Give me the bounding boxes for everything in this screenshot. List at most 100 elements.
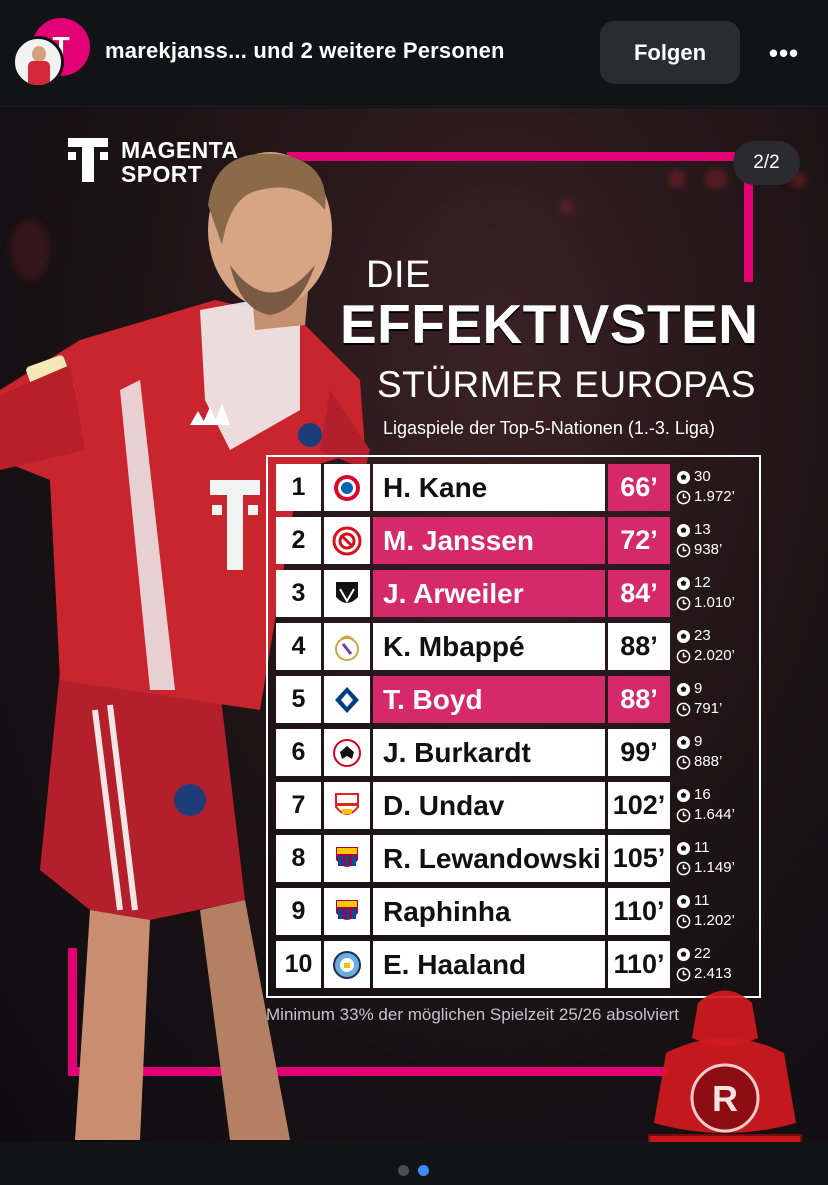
minutes-value: 1.202’ (694, 912, 735, 929)
goals-value: 12 (694, 574, 711, 591)
minutes-value: 1.010’ (694, 594, 735, 611)
eintracht-frankfurt-crest-icon (333, 738, 361, 767)
player-stats: 9 791’ (676, 676, 758, 723)
frame-line-bottom (68, 1067, 668, 1076)
player-stats: 9 888’ (676, 729, 758, 776)
goals-value: 9 (694, 733, 703, 750)
carousel-dot-2[interactable] (418, 1165, 429, 1176)
club-crest (324, 888, 370, 935)
rank-number: 8 (276, 835, 321, 882)
minutes-per-goal: 105’ (608, 835, 670, 882)
minutes-per-goal: 110’ (608, 888, 670, 935)
real-madrid-crest-icon (335, 635, 359, 661)
magenta-sport-logo: MAGENTA SPORT (121, 137, 239, 187)
manchester-city-crest-icon (333, 950, 361, 979)
table-row: 10 E. Haaland 110’ 22 2.413 (276, 941, 756, 988)
player-photo (0, 152, 370, 1140)
goals-value: 9 (694, 680, 703, 697)
more-options-icon[interactable]: ••• (768, 38, 800, 68)
minutes-per-goal: 84’ (608, 570, 670, 617)
telekom-t-logo-icon (68, 138, 108, 182)
minutes-value: 791’ (694, 700, 723, 717)
table-row: 2 M. Janssen 72’ 13 938’ (276, 517, 756, 564)
goals-value: 11 (694, 892, 710, 909)
rank-number: 7 (276, 782, 321, 829)
rank-number: 1 (276, 464, 321, 511)
table-row: 4 K. Mbappé 88’ 23 2.020’ (276, 623, 756, 670)
player-stats: 23 2.020’ (676, 623, 758, 670)
player-stats: 13 938’ (676, 517, 758, 564)
headline-sub: STÜRMER EUROPAS (377, 364, 756, 405)
player-stats: 22 2.413 (676, 941, 758, 988)
frame-line-top (287, 152, 735, 161)
ranking-table: 1 H. Kane 66’ 30 1.972’ 2 M. Janssen 72’ 13 938’ 3… (266, 455, 761, 998)
scv-verl-crest-icon (336, 581, 358, 603)
club-crest (324, 941, 370, 988)
football-icon (676, 576, 691, 590)
player-name: M. Janssen (373, 517, 605, 564)
minutes-value: 938’ (694, 541, 723, 558)
bokeh-light (10, 220, 50, 280)
minutes-per-goal: 102’ (608, 782, 670, 829)
minutes-value: 888’ (694, 753, 723, 770)
football-icon (676, 947, 691, 961)
club-crest (324, 517, 370, 564)
football-icon (676, 629, 691, 643)
minutes-per-goal: 72’ (608, 517, 670, 564)
player-stats: 12 1.010’ (676, 570, 758, 617)
minutes-per-goal: 110’ (608, 941, 670, 988)
bokeh-light (560, 200, 574, 214)
football-icon (676, 788, 691, 802)
headline-die: DIE (366, 254, 431, 296)
clock-icon (676, 543, 691, 557)
table-row: 8 R. Lewandowski 105’ 11 1.149’ (276, 835, 756, 882)
fc-bayern-crest-icon (334, 474, 360, 501)
minutes-value: 1.149’ (694, 859, 735, 876)
football-icon (676, 894, 691, 908)
club-crest (324, 623, 370, 670)
clock-icon (676, 967, 691, 981)
headline-note: Ligaspiele der Top-5-Nationen (1.-3. Lig… (383, 418, 715, 438)
club-crest (324, 782, 370, 829)
rank-number: 10 (276, 941, 321, 988)
follow-button[interactable]: Folgen (600, 21, 740, 84)
football-icon (676, 682, 691, 696)
clock-icon (676, 490, 691, 504)
goals-value: 16 (694, 786, 711, 803)
table-row: 9 Raphinha 110’ 11 1.202’ (276, 888, 756, 935)
carousel-dot-1[interactable] (398, 1165, 409, 1176)
clock-icon (676, 914, 691, 928)
player-name: T. Boyd (373, 676, 605, 723)
player-name: J. Burkardt (373, 729, 605, 776)
club-crest (324, 676, 370, 723)
page-indicator: 2/2 (733, 141, 800, 185)
goals-value: 11 (694, 839, 710, 856)
goals-value: 23 (694, 627, 711, 644)
player-name: R. Lewandowski (373, 835, 605, 882)
goals-value: 13 (694, 521, 711, 538)
player-stats: 11 1.149’ (676, 835, 758, 882)
rot-weiss-essen-crest-icon (332, 526, 362, 555)
footnote: Minimum 33% der möglichen Spielzeit 25/2… (266, 1005, 679, 1024)
player-name: Raphinha (373, 888, 605, 935)
fc-barcelona-crest-icon (336, 899, 358, 920)
club-crest (324, 729, 370, 776)
rank-number: 5 (276, 676, 321, 723)
player-name: D. Undav (373, 782, 605, 829)
frame-line-left (68, 948, 77, 1076)
goals-value: 30 (694, 468, 711, 485)
table-row: 7 D. Undav 102’ 16 1.644’ (276, 782, 756, 829)
headline-main: EFFEKTIVSTEN (340, 293, 759, 355)
player-stats: 16 1.644’ (676, 782, 758, 829)
rank-number: 9 (276, 888, 321, 935)
rwe-portal-watermark-icon: R (654, 990, 796, 1133)
avatar-stack[interactable]: T (12, 18, 90, 88)
frame-line-right (744, 152, 753, 282)
player-stats: 30 1.972’ (676, 464, 758, 511)
football-icon (676, 735, 691, 749)
table-row: 3 J. Arweiler 84’ 12 1.010’ (276, 570, 756, 617)
player-stats: 11 1.202’ (676, 888, 758, 935)
minutes-per-goal: 88’ (608, 676, 670, 723)
account-names[interactable]: marekjanss... und 2 weitere Personen (105, 38, 505, 63)
player-avatar (12, 36, 64, 88)
